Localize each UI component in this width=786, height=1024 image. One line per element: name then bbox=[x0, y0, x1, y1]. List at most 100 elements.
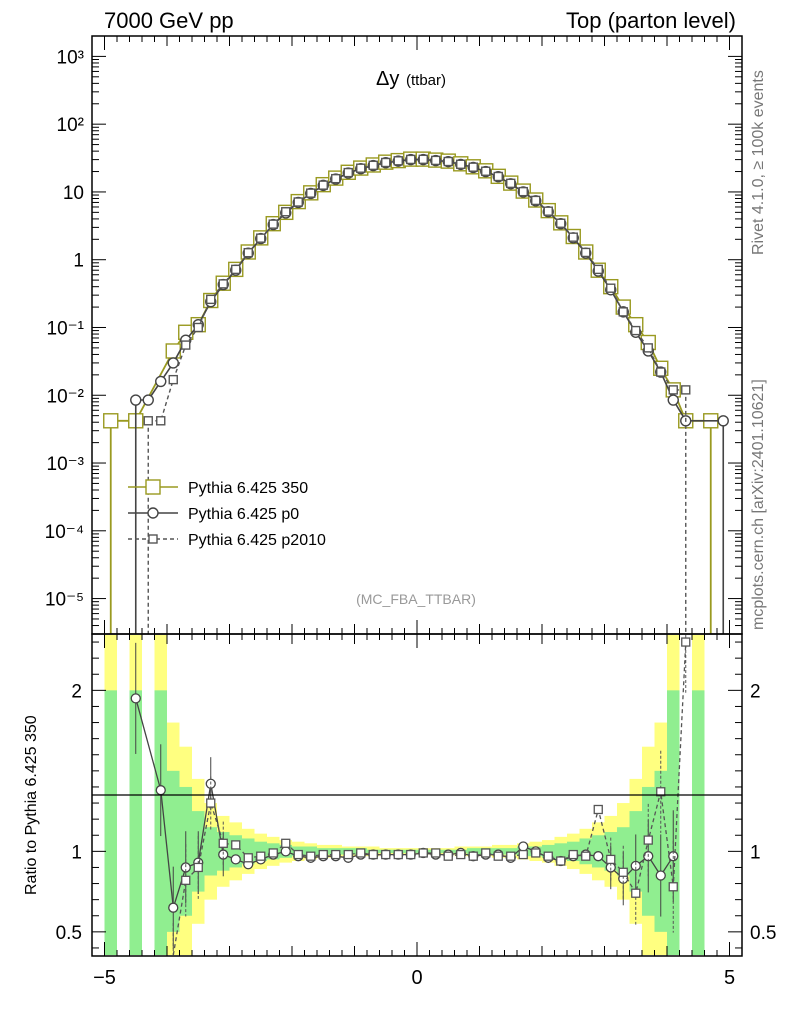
ratio-band-inner bbox=[129, 690, 142, 955]
ratio-marker bbox=[268, 848, 278, 858]
data-marker bbox=[568, 232, 578, 242]
ratio-y-tick-label: 0.5 bbox=[56, 923, 82, 944]
ratio-marker bbox=[593, 851, 604, 862]
ratio-marker bbox=[443, 851, 453, 861]
ratio-marker bbox=[318, 849, 328, 860]
data-marker bbox=[343, 167, 353, 178]
ratio-band-inner bbox=[504, 848, 517, 855]
y-tick-label: 10⁻² bbox=[47, 386, 85, 407]
side-label-bottom: mcplots.cern.ch [arXiv:2401.10621] bbox=[750, 379, 767, 630]
ratio-marker bbox=[293, 849, 303, 860]
ratio-marker bbox=[556, 856, 566, 866]
ratio-marker bbox=[281, 838, 291, 848]
series-pythia-6-425-p0 bbox=[130, 153, 729, 634]
data-marker bbox=[165, 343, 181, 359]
data-marker bbox=[506, 178, 516, 189]
ratio-marker bbox=[381, 849, 391, 860]
ratio-marker bbox=[468, 851, 478, 861]
data-marker bbox=[468, 162, 478, 172]
ratio-ylabel: Ratio to Pythia 6.425 350 bbox=[23, 715, 40, 895]
y-tick-label: 10² bbox=[57, 115, 84, 136]
data-marker bbox=[668, 385, 678, 395]
data-marker bbox=[218, 279, 228, 289]
ratio-marker bbox=[393, 849, 403, 860]
legend-label: Pythia 6.425 p0 bbox=[188, 506, 299, 523]
ratio-marker bbox=[231, 840, 241, 850]
ratio-marker bbox=[606, 854, 616, 865]
x-tick-label: 5 bbox=[724, 967, 735, 989]
y-tick-label: 10 bbox=[63, 183, 84, 204]
ratio-series-pythia-6-425-p0 bbox=[130, 642, 679, 949]
ratio-marker bbox=[581, 851, 591, 861]
ratio-marker bbox=[418, 848, 428, 858]
ratio-band-inner bbox=[104, 690, 117, 955]
ratio-marker bbox=[593, 804, 603, 815]
y-tick-label: 10⁻¹ bbox=[47, 318, 85, 339]
data-marker bbox=[168, 374, 178, 385]
data-marker bbox=[181, 340, 191, 350]
data-marker bbox=[243, 247, 253, 258]
data-marker bbox=[293, 197, 303, 207]
ratio-marker bbox=[256, 851, 266, 861]
data-marker bbox=[493, 171, 503, 182]
data-marker bbox=[606, 283, 616, 293]
ratio-marker bbox=[368, 849, 378, 860]
ratio-band-inner bbox=[554, 843, 567, 860]
ratio-marker bbox=[568, 849, 578, 860]
data-marker bbox=[581, 247, 591, 258]
data-marker bbox=[406, 154, 416, 165]
ratio-marker bbox=[406, 849, 416, 860]
data-marker bbox=[667, 394, 679, 406]
data-marker bbox=[167, 357, 179, 369]
y-tick-label: 10⁻⁴ bbox=[45, 522, 84, 543]
data-marker bbox=[368, 160, 378, 171]
ratio-y-tick-label-right: 0.5 bbox=[750, 923, 776, 944]
data-marker bbox=[543, 206, 553, 216]
legend-marker bbox=[145, 479, 161, 495]
data-marker bbox=[331, 173, 341, 184]
data-marker bbox=[306, 188, 316, 198]
ratio-marker bbox=[306, 851, 316, 861]
y-tick-label: 1 bbox=[73, 251, 84, 272]
ratio-marker bbox=[168, 902, 179, 913]
y-tick-label: 10³ bbox=[57, 47, 84, 68]
data-marker bbox=[256, 233, 266, 243]
header-left: 7000 GeV pp bbox=[104, 8, 234, 33]
data-marker bbox=[631, 325, 641, 336]
data-marker bbox=[431, 155, 441, 166]
legend-label: Pythia 6.425 p2010 bbox=[188, 532, 326, 549]
ratio-marker bbox=[656, 787, 666, 797]
data-marker bbox=[193, 322, 203, 333]
ratio-marker bbox=[481, 848, 491, 858]
ratio-series-pythia-6-425-p2010 bbox=[172, 635, 691, 956]
plot-title: Δy bbox=[376, 68, 399, 90]
data-marker bbox=[381, 157, 391, 168]
ratio-marker bbox=[668, 882, 678, 892]
data-marker bbox=[618, 307, 628, 317]
ratio-marker bbox=[643, 835, 653, 845]
data-marker bbox=[556, 218, 566, 228]
ratio-marker bbox=[518, 841, 529, 852]
main-panel: 10⁻⁵ 10⁻⁴ 10⁻³ 10⁻² 10⁻¹ 1 10 10² 10³ Δy (ttbar)… bbox=[45, 35, 743, 635]
ratio-band-inner bbox=[692, 690, 705, 955]
legend-marker bbox=[147, 507, 159, 519]
data-marker bbox=[268, 219, 278, 229]
ratio-marker bbox=[230, 854, 241, 865]
y-tick-label: 10⁻³ bbox=[47, 454, 85, 475]
ratio-marker bbox=[531, 848, 541, 858]
data-marker bbox=[103, 413, 119, 429]
data-marker bbox=[281, 207, 291, 217]
data-marker bbox=[681, 385, 691, 395]
ratio-marker bbox=[493, 851, 503, 861]
ratio-marker bbox=[630, 860, 641, 871]
data-marker bbox=[206, 294, 216, 305]
ratio-marker bbox=[681, 637, 691, 647]
ratio-marker bbox=[456, 849, 466, 860]
ratio-marker bbox=[431, 848, 441, 858]
series-line bbox=[110, 158, 711, 422]
data-marker bbox=[156, 416, 166, 426]
data-marker bbox=[155, 375, 167, 388]
series-line bbox=[135, 158, 724, 422]
ratio-marker bbox=[155, 785, 166, 796]
